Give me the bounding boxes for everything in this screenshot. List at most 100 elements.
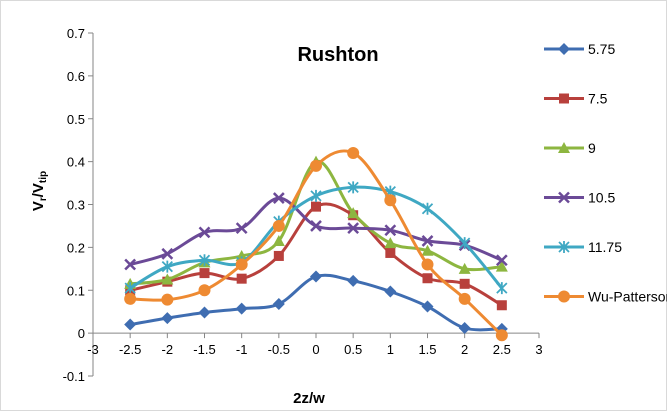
x-tick-label: 1.5 (418, 342, 436, 357)
legend-marker-11-75 (558, 241, 570, 253)
data-point-7-5 (422, 273, 433, 284)
data-point-7-5 (459, 278, 470, 289)
legend-label-11-75: 11.75 (588, 239, 622, 255)
data-point-11-75 (161, 260, 173, 273)
data-point-wu-patterson (272, 219, 285, 232)
chart-title: Rushton (297, 44, 378, 66)
legend-marker-7-5 (559, 93, 569, 104)
data-point-7-5 (496, 300, 507, 311)
data-point-10-5 (124, 258, 137, 271)
x-tick-label: 0 (312, 342, 319, 357)
data-point-wu-patterson (347, 147, 360, 160)
data-point-7-5 (199, 268, 210, 279)
data-point-7-5 (385, 247, 396, 258)
series-10-5 (124, 192, 508, 271)
legend-marker-10-5 (558, 191, 570, 204)
y-tick-label: 0.6 (67, 69, 85, 84)
axes: -0.1 0 0.1 0.2 0.3 0.4 0.5 0.6 0.7 -3 -2.5 -2 -1.5 -1… (63, 26, 543, 384)
data-point-9 (272, 234, 285, 246)
legend-item-5-75: 5.75 (544, 41, 615, 57)
series-9 (124, 155, 508, 289)
data-point-9 (495, 260, 508, 272)
y-tick-label: 0 (78, 326, 85, 341)
data-point-9 (347, 207, 360, 219)
legend-label-10-5: 10.5 (588, 190, 615, 206)
legend: 5.75 7.5 9 10.5 11.75 Wu-Patterson (544, 41, 667, 305)
data-point-11-75 (496, 282, 508, 295)
data-point-11-75 (347, 181, 359, 194)
y-axis-label: Vr/Vtip (30, 171, 49, 211)
x-axis-label: 2z/w (293, 390, 325, 407)
legend-marker-wu-patterson (558, 290, 570, 303)
data-point-5-75 (124, 318, 137, 331)
data-point-wu-patterson (161, 293, 174, 306)
data-point-11-75 (310, 189, 322, 202)
data-point-5-75 (384, 285, 397, 298)
legend-label-9: 9 (588, 140, 596, 156)
series-line-7-5 (129, 202, 503, 307)
y-label-main: V (30, 201, 47, 211)
data-point-7-5 (273, 250, 284, 261)
data-point-5-75 (198, 306, 211, 319)
legend-label-wu-patterson: Wu-Patterson (588, 289, 667, 305)
legend-item-10-5: 10.5 (544, 190, 615, 206)
data-point-wu-patterson (198, 284, 211, 297)
data-point-10-5 (310, 220, 322, 232)
y-tick-label: 0.7 (67, 26, 85, 41)
y-label-slash: /V (30, 183, 47, 197)
series-layer (124, 147, 508, 342)
legend-marker-5-75 (558, 43, 570, 55)
data-point-7-5 (311, 201, 321, 212)
legend-label-7-5: 7.5 (588, 91, 608, 107)
y-label-sub-r: r (38, 197, 49, 201)
data-point-wu-patterson (310, 159, 322, 172)
data-point-wu-patterson (495, 329, 508, 342)
data-point-5-75 (458, 321, 471, 334)
x-tick-label: 2.5 (493, 342, 511, 357)
legend-label-5-75: 5.75 (588, 41, 615, 57)
x-tick-label: -1 (236, 342, 248, 357)
data-point-10-5 (384, 224, 397, 237)
data-point-wu-patterson (124, 292, 137, 305)
data-point-5-75 (272, 297, 285, 310)
data-point-5-75 (161, 312, 174, 325)
data-point-wu-patterson (421, 258, 434, 271)
x-tick-label: -1.5 (193, 342, 215, 357)
y-tick-label: 0.4 (67, 155, 85, 170)
data-point-9 (384, 237, 397, 249)
y-tick-label: 0.2 (67, 240, 85, 255)
x-tick-label: 2 (461, 342, 468, 357)
y-tick-label: 0.5 (67, 112, 85, 127)
data-point-9 (161, 273, 174, 285)
data-point-9 (421, 244, 434, 256)
data-point-5-75 (347, 274, 360, 287)
data-point-11-75 (198, 254, 211, 267)
x-tick-label: -0.5 (268, 342, 290, 357)
data-point-10-5 (347, 222, 360, 234)
legend-marker-9 (558, 142, 570, 153)
data-point-11-75 (124, 282, 136, 295)
data-point-10-5 (272, 192, 285, 204)
data-point-10-5 (198, 226, 211, 239)
data-point-10-5 (235, 222, 248, 234)
x-tick-label: 1 (387, 342, 394, 357)
data-point-5-75 (310, 270, 322, 283)
series-wu-patterson (124, 147, 508, 342)
series-7-5 (125, 201, 507, 311)
x-tick-label: -2.5 (119, 342, 141, 357)
data-point-11-75 (421, 202, 434, 215)
legend-item-7-5: 7.5 (544, 91, 608, 107)
y-label-sub-tip: tip (38, 171, 49, 183)
y-tick-label: 0.1 (67, 283, 85, 298)
y-tick-label: 0.3 (67, 198, 85, 213)
x-tick-label: -2 (162, 342, 174, 357)
series-5-75 (124, 270, 508, 335)
data-point-5-75 (235, 302, 248, 315)
data-point-wu-patterson (458, 292, 471, 305)
data-point-10-5 (161, 247, 174, 260)
data-point-9 (458, 262, 471, 274)
legend-item-9: 9 (544, 140, 596, 156)
data-point-10-5 (495, 254, 508, 267)
